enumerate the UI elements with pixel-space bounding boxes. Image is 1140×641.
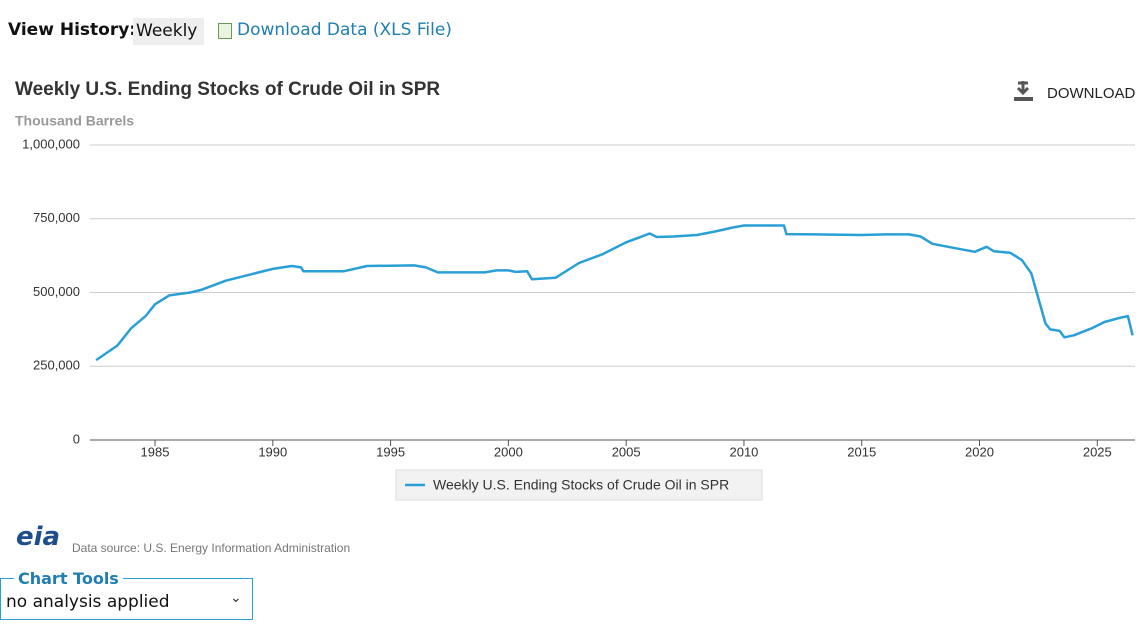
legend-box (395, 469, 763, 501)
y-axis-label: Thousand Barrels (15, 113, 134, 129)
x-tick-label: 2015 (847, 444, 876, 459)
analysis-select[interactable]: no analysis applied (6, 592, 170, 612)
view-history-select[interactable]: Weekly (133, 18, 204, 45)
download-label[interactable]: DOWNLOAD (1047, 85, 1136, 102)
x-tick-label: 2005 (612, 444, 641, 459)
y-tick-label: 0 (73, 431, 80, 446)
x-tick-label: 1995 (376, 444, 405, 459)
x-tick-label: 1985 (141, 444, 170, 459)
legend-label: Weekly U.S. Ending Stocks of Crude Oil i… (433, 477, 729, 493)
download-icon-base (1014, 97, 1033, 101)
y-tick-label: 250,000 (33, 358, 80, 373)
chart-title: Weekly U.S. Ending Stocks of Crude Oil i… (15, 79, 440, 100)
chart-tools-title: Chart Tools (14, 569, 123, 588)
x-tick-label: 2020 (965, 444, 994, 459)
x-tick-label: 2025 (1083, 444, 1112, 459)
y-tick-label: 500,000 (33, 284, 80, 299)
download-data-link[interactable]: Download Data (XLS File) (237, 20, 452, 40)
xls-icon (218, 23, 232, 39)
x-tick-label: 1990 (258, 444, 287, 459)
download-button[interactable]: DOWNLOAD (1014, 81, 1136, 102)
data-line (95, 224, 1134, 362)
y-tick-label: 1,000,000 (22, 136, 80, 151)
select-chevron: ⌄ (230, 590, 242, 606)
chart-tools-box (0, 578, 253, 620)
data-source: Data source: U.S. Energy Information Adm… (72, 541, 351, 555)
eia-logo: eia (16, 522, 61, 552)
y-tick-label: 750,000 (33, 210, 80, 225)
view-history-label: View History: (8, 20, 137, 40)
download-icon (1016, 81, 1030, 96)
x-tick-label: 2000 (494, 444, 523, 459)
x-tick-label: 2010 (729, 444, 758, 459)
